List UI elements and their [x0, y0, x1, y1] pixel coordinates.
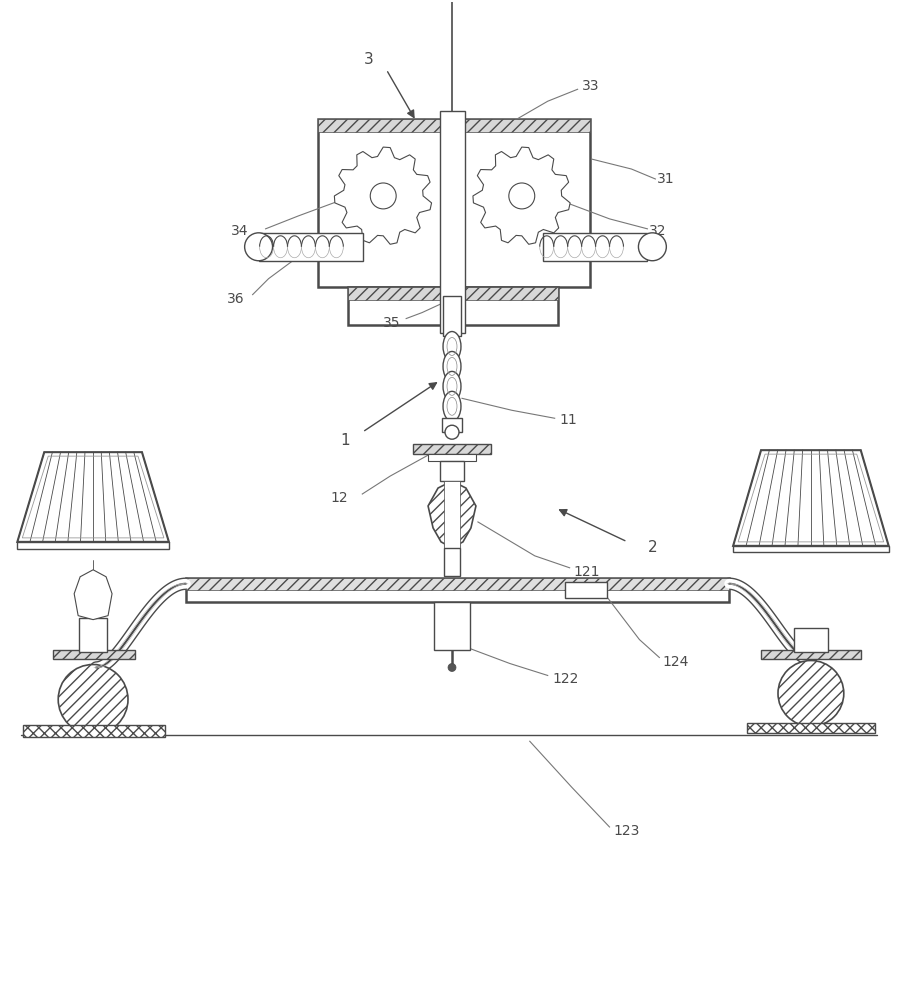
Text: 123: 123: [614, 824, 640, 838]
Text: 2: 2: [647, 540, 657, 555]
Bar: [348, 287, 557, 300]
Bar: [442, 418, 462, 432]
Polygon shape: [334, 147, 432, 244]
Bar: [24, 725, 165, 737]
Bar: [413, 444, 491, 454]
Bar: [434, 602, 470, 650]
Bar: [319, 119, 589, 132]
Bar: [443, 296, 461, 336]
Circle shape: [448, 663, 456, 671]
Ellipse shape: [443, 332, 461, 361]
Bar: [440, 111, 465, 333]
Bar: [319, 119, 589, 287]
Ellipse shape: [58, 664, 128, 734]
Text: 35: 35: [383, 316, 400, 330]
Bar: [186, 578, 729, 602]
Ellipse shape: [443, 371, 461, 401]
Text: 11: 11: [559, 413, 577, 427]
Bar: [794, 628, 828, 652]
Text: 34: 34: [231, 224, 249, 238]
Text: 122: 122: [553, 672, 579, 686]
Text: 32: 32: [650, 224, 667, 238]
Ellipse shape: [443, 391, 461, 421]
Bar: [444, 548, 460, 576]
Polygon shape: [428, 481, 476, 548]
Bar: [53, 650, 135, 659]
Bar: [259, 233, 363, 261]
Bar: [79, 618, 107, 652]
Text: 36: 36: [227, 292, 244, 306]
Ellipse shape: [778, 661, 843, 726]
Bar: [565, 582, 606, 598]
Text: 31: 31: [657, 172, 675, 186]
Bar: [348, 287, 557, 325]
Bar: [186, 578, 729, 590]
Bar: [428, 454, 476, 461]
Text: 121: 121: [574, 565, 600, 579]
Bar: [543, 233, 647, 261]
Text: 33: 33: [582, 79, 599, 93]
Text: 124: 124: [662, 655, 689, 669]
Circle shape: [445, 425, 459, 439]
Bar: [444, 481, 460, 548]
Polygon shape: [733, 450, 889, 546]
Polygon shape: [74, 570, 112, 620]
Text: 12: 12: [330, 491, 348, 505]
Bar: [748, 723, 875, 733]
Circle shape: [638, 233, 666, 261]
Circle shape: [244, 233, 272, 261]
Bar: [17, 542, 169, 549]
Polygon shape: [473, 147, 570, 244]
Text: 1: 1: [340, 433, 350, 448]
Text: 3: 3: [364, 52, 373, 67]
Bar: [440, 461, 464, 481]
Bar: [761, 650, 861, 659]
Polygon shape: [17, 452, 169, 542]
Ellipse shape: [443, 351, 461, 381]
Bar: [733, 546, 889, 552]
